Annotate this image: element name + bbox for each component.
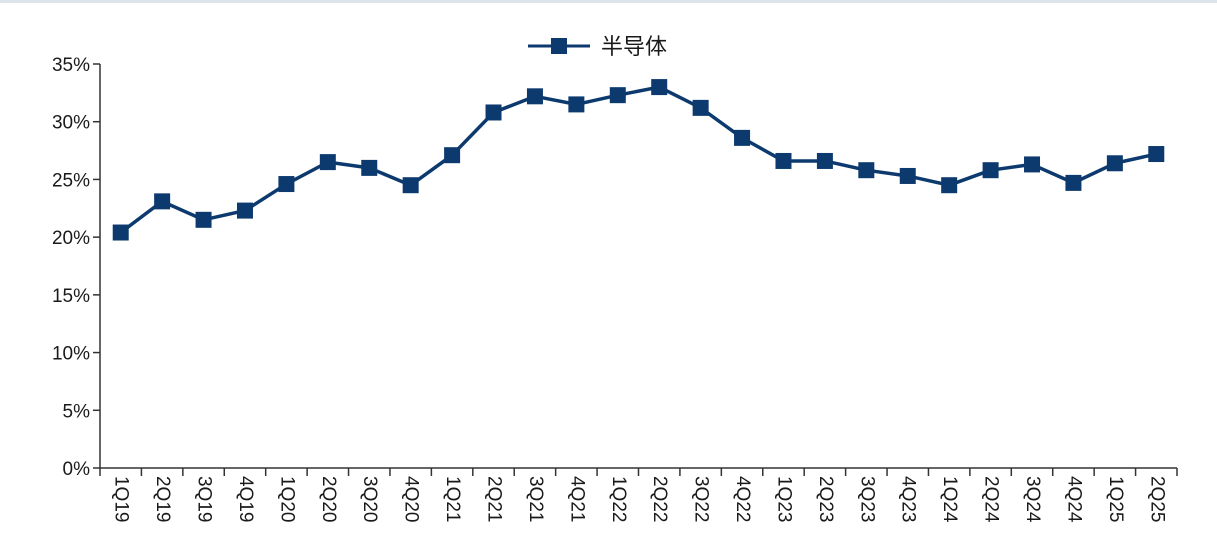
x-tick-label: 1Q20 <box>276 476 297 522</box>
data-point-marker <box>609 87 626 104</box>
y-tick-label: 0% <box>63 459 91 480</box>
y-tick-label: 30% <box>52 113 90 134</box>
data-point-marker <box>692 99 709 116</box>
x-tick-label: 3Q20 <box>359 476 380 522</box>
x-tick-label: 3Q23 <box>856 476 877 522</box>
data-point-marker <box>941 177 958 194</box>
data-point-marker <box>195 211 212 228</box>
x-tick-label: 2Q20 <box>318 476 339 522</box>
series-group <box>112 79 1165 241</box>
legend: 半导体 <box>528 35 667 60</box>
data-point-marker <box>444 147 461 164</box>
series-line <box>119 85 1157 234</box>
data-point-marker <box>402 177 419 194</box>
axes <box>93 63 1178 476</box>
legend-marker <box>551 38 567 54</box>
data-point-marker <box>899 167 916 184</box>
data-point-marker <box>361 159 378 176</box>
x-tick-label: 1Q23 <box>773 476 794 522</box>
x-tick-label: 4Q24 <box>1063 476 1084 523</box>
y-tick-label: 15% <box>52 286 90 307</box>
y-tick-label: 25% <box>52 170 90 191</box>
data-point-marker <box>278 176 295 193</box>
x-tick-label: 1Q19 <box>111 476 132 522</box>
y-tick-label: 10% <box>52 344 90 365</box>
legend-label: 半导体 <box>601 35 667 60</box>
data-point-marker <box>982 162 999 179</box>
data-point-marker <box>1024 156 1041 173</box>
x-tick-label: 4Q19 <box>235 476 256 522</box>
data-point-marker <box>1065 174 1082 191</box>
x-tick-label: 3Q22 <box>691 476 712 522</box>
data-point-marker <box>568 96 585 113</box>
data-point-marker <box>651 79 668 96</box>
y-tick-label: 5% <box>63 401 91 422</box>
x-tick-label: 1Q22 <box>608 476 629 522</box>
x-tick-labels: 1Q19 2Q19 3Q19 4Q19 1Q20 2Q20 3Q20 4Q20 1Q21 2Q21… <box>111 476 1168 523</box>
x-tick-label: 1Q24 <box>939 476 960 523</box>
x-tick-label: 1Q25 <box>1105 476 1126 522</box>
y-tick-labels: 0% 5% 10% 15% 20% 25% 30% 35% <box>52 55 90 480</box>
x-tick-label: 4Q23 <box>898 476 919 522</box>
x-tick-label: 2Q22 <box>649 476 670 522</box>
x-tick-label: 3Q24 <box>1022 476 1043 523</box>
data-point-marker <box>154 193 171 210</box>
x-tick-label: 2Q24 <box>981 476 1002 523</box>
x-tick-label: 2Q19 <box>152 476 173 522</box>
y-tick-label: 20% <box>52 228 90 249</box>
data-point-marker <box>816 152 833 169</box>
x-tick-label: 3Q21 <box>525 476 546 522</box>
data-point-marker <box>526 88 543 105</box>
x-tick-label: 1Q21 <box>442 476 463 522</box>
x-tick-label: 4Q20 <box>401 476 422 522</box>
x-tick-label: 4Q21 <box>566 476 587 522</box>
data-point-marker <box>858 162 875 179</box>
x-tick-label: 3Q19 <box>194 476 215 522</box>
x-tick-label: 2Q21 <box>484 476 505 522</box>
data-point-marker <box>236 202 253 219</box>
data-point-marker <box>1106 155 1123 172</box>
data-point-marker <box>485 104 502 121</box>
x-tick-label: 2Q23 <box>815 476 836 522</box>
data-point-marker <box>1148 146 1165 163</box>
data-point-marker <box>775 152 792 169</box>
data-point-marker <box>319 154 336 171</box>
x-tick-label: 2Q25 <box>1146 476 1167 522</box>
x-tick-label: 4Q22 <box>732 476 753 522</box>
top-border <box>0 0 1217 3</box>
data-point-marker <box>734 129 751 146</box>
y-tick-label: 35% <box>52 55 90 76</box>
data-point-marker <box>112 224 129 241</box>
